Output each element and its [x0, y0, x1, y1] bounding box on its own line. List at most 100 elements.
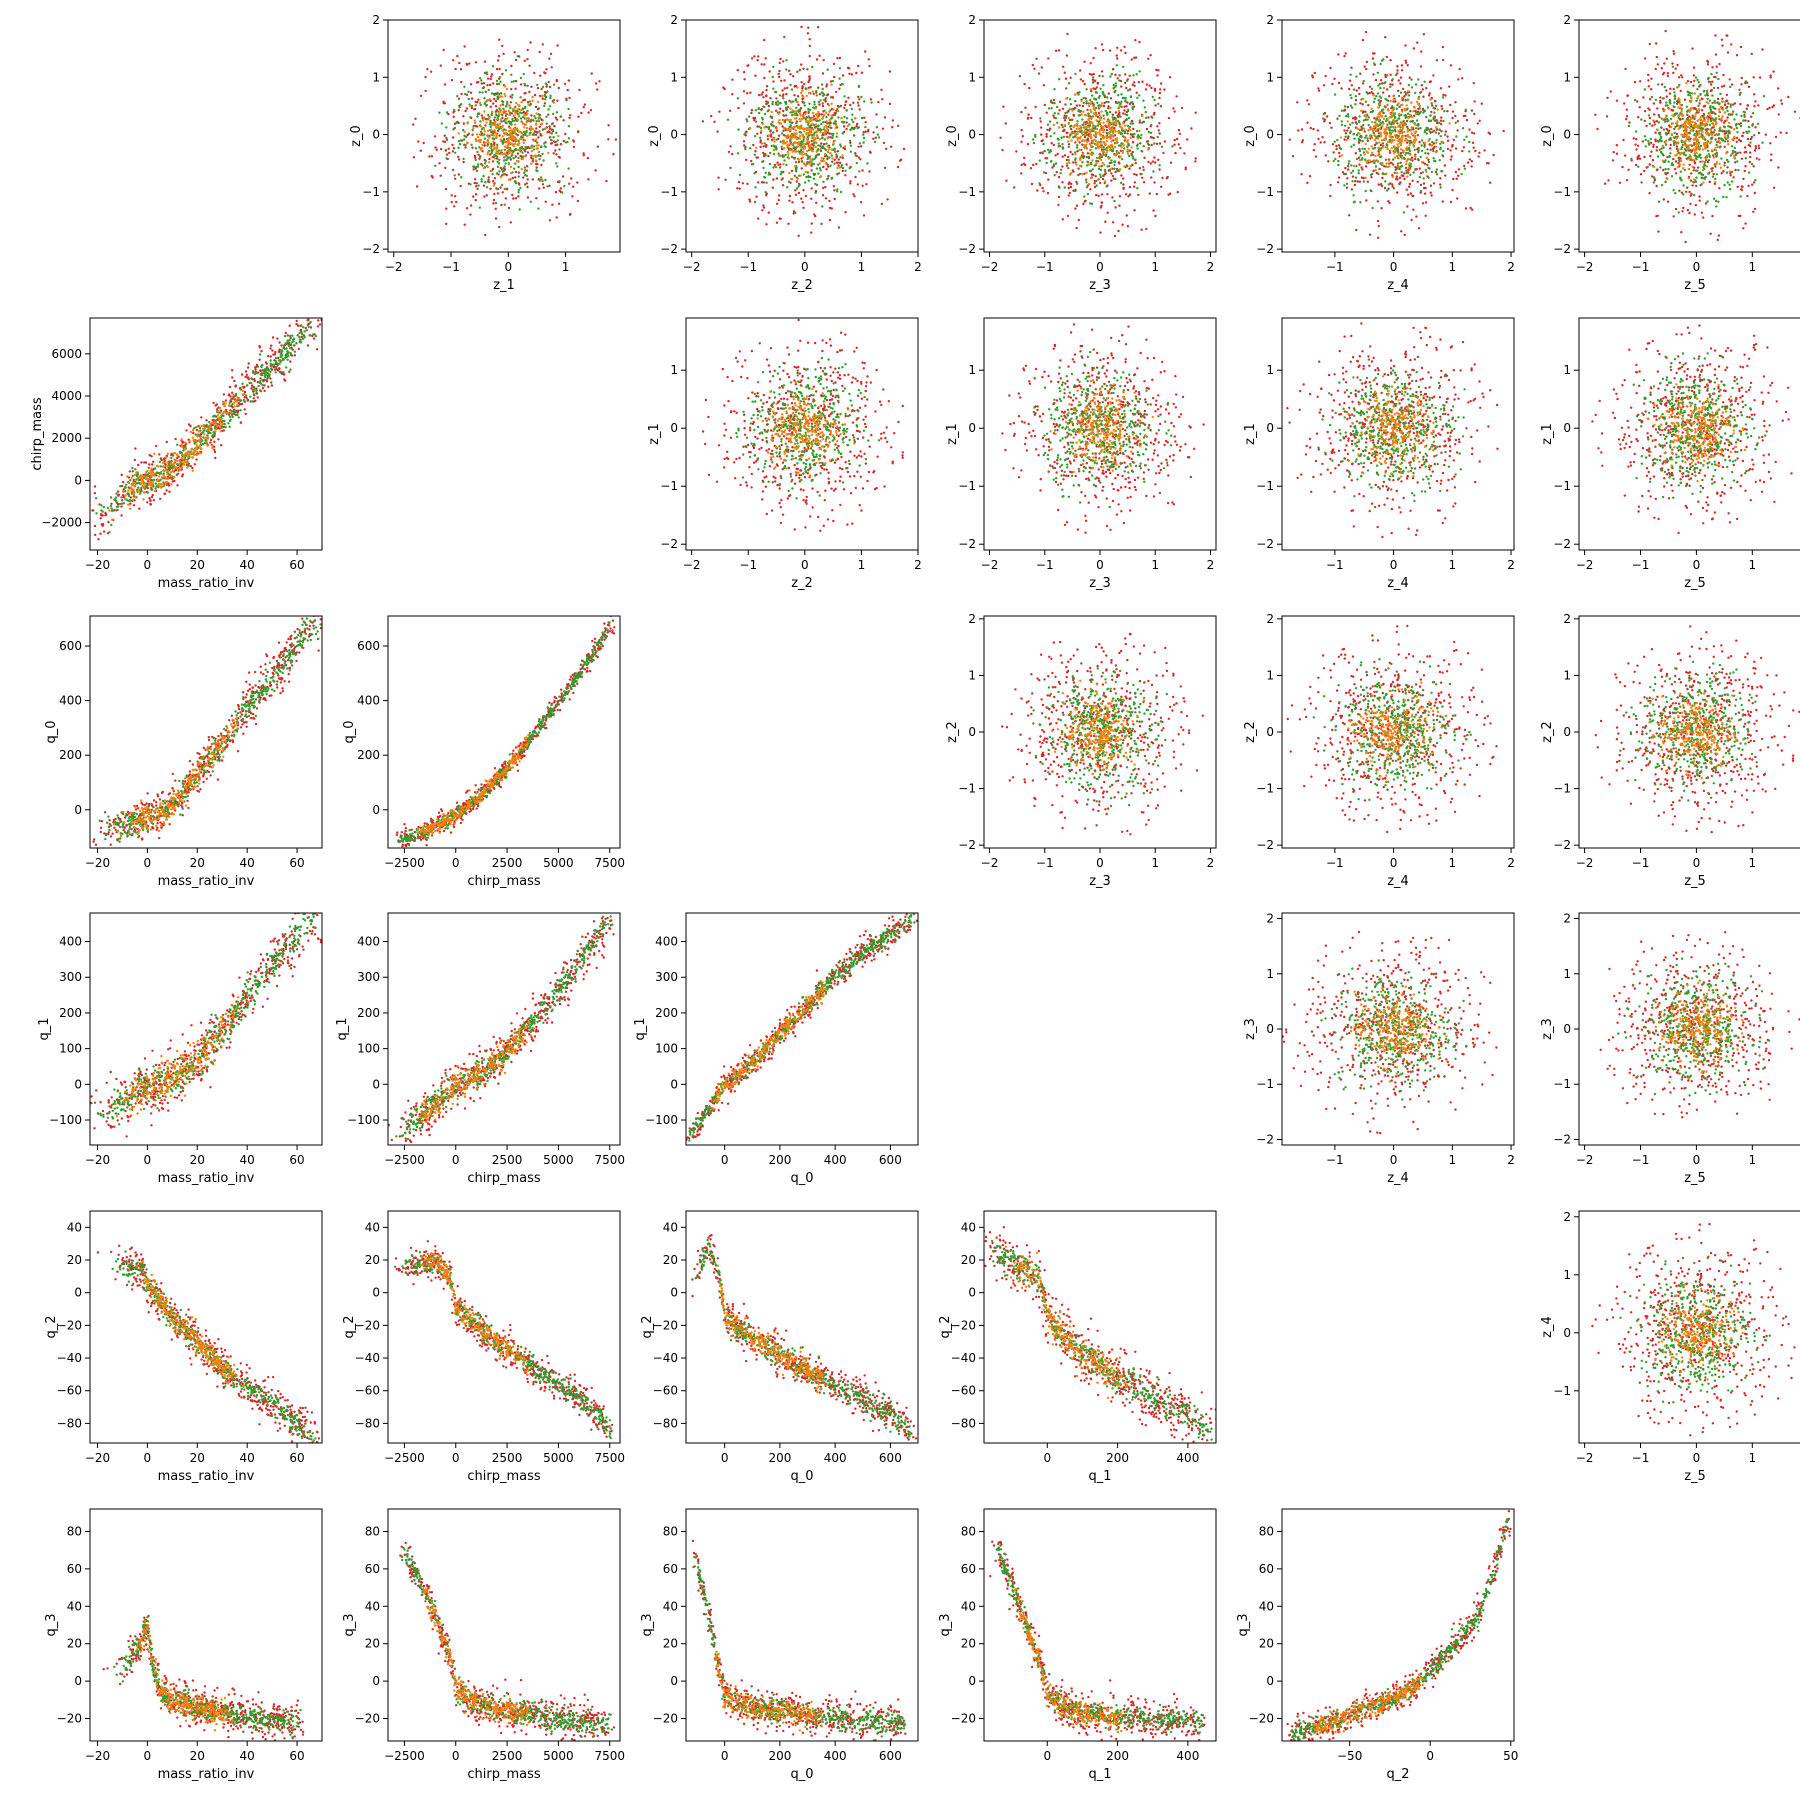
scatter-point [1058, 78, 1061, 81]
scatter-point [1111, 113, 1115, 116]
scatter-point [1397, 145, 1400, 148]
scatter-point [786, 144, 789, 147]
scatter-point [491, 130, 495, 133]
scatter-point [498, 158, 501, 161]
scatter-point [855, 125, 858, 128]
scatter-point [1020, 172, 1023, 175]
scatter-point [1372, 131, 1376, 135]
scatter-point [1117, 106, 1120, 110]
scatter-point [1369, 154, 1373, 157]
scatter-point [1381, 110, 1384, 113]
scatter-point [1364, 176, 1367, 179]
scatter-point [1410, 218, 1413, 222]
scatter-point [1075, 226, 1078, 230]
scatter-point [1020, 128, 1023, 132]
scatter-point [1123, 105, 1126, 109]
scatter-point [1154, 214, 1157, 218]
scatter-point [514, 155, 517, 159]
scatter-point [1309, 126, 1313, 130]
scatter-point [557, 134, 560, 138]
scatter-point [1100, 193, 1104, 196]
scatter-point [1061, 165, 1064, 168]
scatter-point [1107, 122, 1111, 126]
scatter-point [1398, 167, 1401, 171]
scatter-point [1132, 81, 1136, 84]
scatter-point [1061, 126, 1065, 129]
scatter-point [834, 119, 837, 122]
scatter-point [1110, 179, 1113, 182]
scatter-point [1400, 96, 1404, 100]
scatter-point [1033, 67, 1036, 71]
scatter-point [1379, 110, 1382, 114]
scatter-point [822, 132, 825, 135]
scatter-point [1157, 69, 1160, 72]
scatter-point [497, 59, 500, 62]
scatter-point [1695, 184, 1698, 188]
scatter-point [801, 134, 804, 137]
scatter-point [1417, 151, 1420, 154]
scatter-point [847, 96, 850, 100]
scatter-point [511, 119, 514, 123]
scatter-point [1024, 106, 1027, 110]
scatter-point [1403, 233, 1407, 237]
scatter-point [796, 177, 799, 180]
scatter-point [474, 121, 477, 125]
scatter-point [460, 80, 463, 84]
scatter-point [514, 109, 517, 113]
scatter-point [1622, 138, 1625, 142]
scatter-point [845, 117, 849, 120]
scatter-point [799, 114, 802, 117]
scatter-point [794, 110, 798, 113]
y-tick-label: −1 [362, 185, 380, 199]
scatter-point [1102, 145, 1105, 149]
scatter-point [1397, 89, 1400, 93]
scatter-point [804, 194, 808, 198]
scatter-point [502, 173, 505, 176]
scatter-point [810, 149, 814, 152]
scatter-point [1322, 112, 1326, 116]
scatter-point [882, 141, 886, 145]
scatter-point [469, 183, 472, 186]
scatter-point [855, 71, 858, 75]
scatter-point [1436, 108, 1439, 111]
scatter-point [480, 128, 484, 131]
scatter-point [1067, 143, 1071, 146]
scatter-point [501, 116, 504, 120]
scatter-point [1354, 179, 1357, 183]
scatter-point [820, 142, 823, 145]
scatter-point [483, 162, 487, 165]
scatter-point [1094, 47, 1097, 50]
scatter-point [1389, 73, 1392, 76]
scatter-point [778, 69, 781, 73]
scatter-point [490, 133, 493, 137]
scatter-point [453, 205, 456, 208]
scatter-point [550, 132, 553, 135]
scatter-point [422, 141, 425, 145]
scatter-point [1106, 111, 1109, 115]
scatter-point [480, 147, 484, 150]
scatter-point [1120, 105, 1123, 109]
scatter-point [1386, 88, 1389, 91]
scatter-point [1113, 167, 1116, 170]
scatter-point [543, 91, 547, 94]
scatter-point [537, 207, 540, 210]
scatter-point [1410, 156, 1414, 159]
scatter-point [494, 154, 498, 157]
scatter-point [1742, 177, 1745, 181]
axes-frame [685, 19, 919, 253]
scatter-point [753, 117, 757, 120]
scatter-point [1039, 151, 1042, 155]
scatter-point [1331, 143, 1335, 146]
scatter-point [1728, 78, 1731, 81]
scatter-point [835, 109, 838, 113]
scatter-point [1088, 142, 1092, 145]
scatter-point [819, 144, 822, 148]
scatter-point [572, 145, 576, 149]
scatter-point [1076, 124, 1079, 127]
scatter-point [1395, 175, 1399, 178]
scatter-point [469, 83, 473, 86]
scatter-point [766, 110, 769, 113]
scatter-point [1018, 75, 1022, 78]
